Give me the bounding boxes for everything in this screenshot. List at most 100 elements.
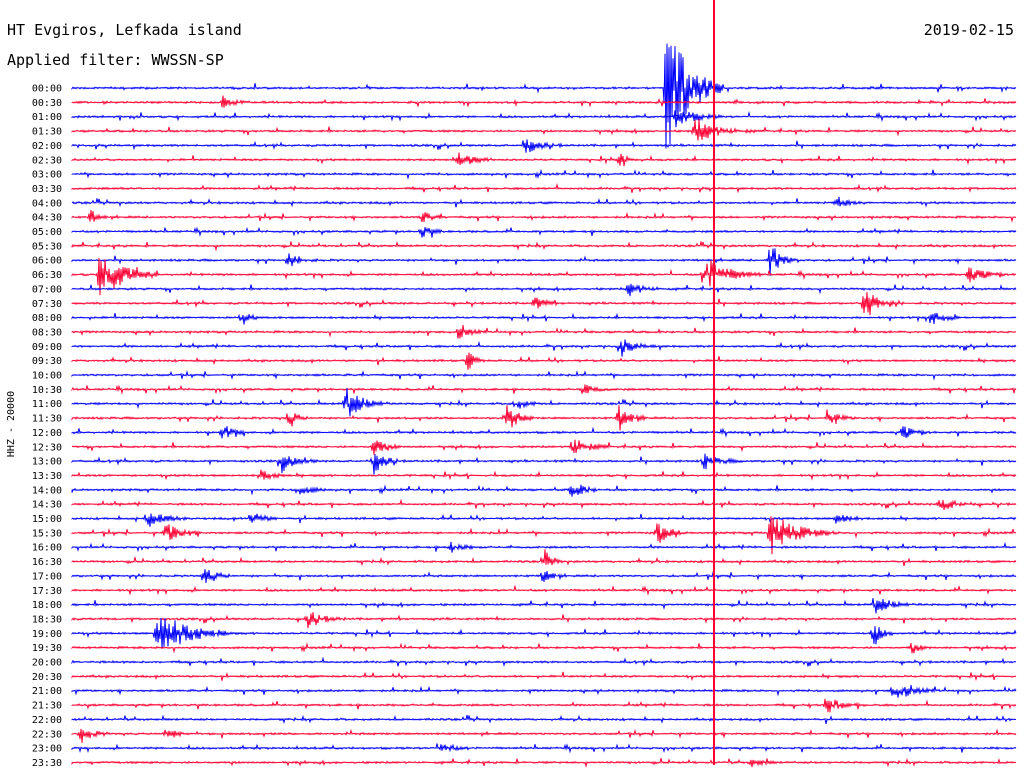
trace-line xyxy=(71,210,1017,223)
row-tick-label: 10:30 xyxy=(32,385,62,396)
row-tick-label: 20:00 xyxy=(32,658,62,669)
row-tick-label: 05:30 xyxy=(32,241,62,252)
row-tick-label: 00:00 xyxy=(32,84,62,95)
row-tick-label: 16:00 xyxy=(32,543,62,554)
trace-line xyxy=(71,671,1017,682)
row-tick-label: 15:00 xyxy=(32,514,62,525)
row-tick-label: 13:00 xyxy=(32,457,62,468)
trace-line xyxy=(71,439,1017,455)
row-tick-label: 02:30 xyxy=(32,155,62,166)
trace-line xyxy=(71,728,1017,743)
trace-line xyxy=(71,168,1017,180)
trace-line xyxy=(71,549,1017,567)
trace-line xyxy=(71,182,1017,194)
row-tick-label: 20:30 xyxy=(32,672,62,683)
row-tick-label: 04:00 xyxy=(32,198,62,209)
trace-line xyxy=(71,405,1017,431)
trace-line xyxy=(71,498,1017,511)
row-tick-label: 21:30 xyxy=(32,701,62,712)
row-tick-label: 00:30 xyxy=(32,98,62,109)
trace-line xyxy=(71,292,1017,316)
trace-line xyxy=(71,484,1017,497)
row-tick-label: 19:30 xyxy=(32,643,62,654)
row-tick-label: 11:30 xyxy=(32,414,62,425)
row-tick-label: 17:00 xyxy=(32,571,62,582)
row-tick-label: 15:30 xyxy=(32,528,62,539)
trace-line xyxy=(71,569,1017,583)
trace-line xyxy=(71,384,1017,395)
row-tick-label: 12:30 xyxy=(32,442,62,453)
trace-line xyxy=(71,240,1017,252)
trace-line xyxy=(71,248,1017,277)
row-tick-label: 18:00 xyxy=(32,600,62,611)
row-tick-label: 03:00 xyxy=(32,170,62,181)
row-tick-label: 09:00 xyxy=(32,342,62,353)
row-tick-label: 22:00 xyxy=(32,715,62,726)
trace-line xyxy=(71,43,1017,149)
trace-line xyxy=(71,698,1017,713)
trace-line xyxy=(71,757,1017,768)
trace-line xyxy=(71,226,1017,238)
trace-line xyxy=(71,714,1017,725)
row-tick-label: 01:00 xyxy=(32,112,62,123)
row-tick-label: 07:30 xyxy=(32,299,62,310)
trace-line xyxy=(71,257,1017,296)
trace-line xyxy=(71,325,1017,339)
row-tick-label: 09:30 xyxy=(32,356,62,367)
row-tick-label: 23:00 xyxy=(32,744,62,755)
row-tick-label: 08:30 xyxy=(32,327,62,338)
trace-line xyxy=(71,684,1017,698)
trace-line xyxy=(71,541,1017,553)
trace-line xyxy=(71,152,1017,167)
trace-line xyxy=(71,388,1017,417)
row-tick-label: 10:00 xyxy=(32,371,62,382)
tick-label-group: 00:00 00:30 01:00 01:30 02:00 02:30 03:00 03:30… xyxy=(32,84,62,769)
trace-line xyxy=(71,584,1017,596)
row-tick-label: 08:00 xyxy=(32,313,62,324)
row-tick-label: 16:30 xyxy=(32,557,62,568)
row-tick-label: 19:00 xyxy=(32,629,62,640)
row-tick-label: 12:00 xyxy=(32,428,62,439)
trace-line xyxy=(71,656,1017,667)
row-tick-label: 21:00 xyxy=(32,686,62,697)
row-tick-label: 05:00 xyxy=(32,227,62,238)
trace-line xyxy=(71,283,1017,297)
row-tick-label: 06:00 xyxy=(32,256,62,267)
trace-line xyxy=(71,612,1017,629)
trace-line xyxy=(71,642,1017,654)
filter-label: Applied filter: WWSSN-SP xyxy=(7,51,224,69)
row-tick-label: 13:30 xyxy=(32,471,62,482)
trace-group xyxy=(71,43,1017,768)
row-tick-label: 03:30 xyxy=(32,184,62,195)
row-tick-label: 01:30 xyxy=(32,127,62,138)
trace-line xyxy=(71,139,1017,153)
row-tick-label: 17:30 xyxy=(32,586,62,597)
trace-line xyxy=(71,617,1017,649)
trace-line xyxy=(71,352,1017,370)
trace-line xyxy=(71,118,1017,141)
trace-line xyxy=(71,598,1017,614)
date-label: 2019-02-15 xyxy=(924,21,1014,39)
trace-line xyxy=(71,196,1017,208)
row-tick-label: 04:30 xyxy=(32,213,62,224)
row-tick-label: 07:00 xyxy=(32,284,62,295)
row-tick-label: 22:30 xyxy=(32,729,62,740)
row-tick-label: 14:30 xyxy=(32,500,62,511)
trace-line xyxy=(71,110,1017,128)
trace-line xyxy=(71,516,1017,555)
row-tick-label: 11:00 xyxy=(32,399,62,410)
row-tick-label: 18:30 xyxy=(32,614,62,625)
trace-line xyxy=(71,95,1017,108)
trace-line xyxy=(71,426,1017,439)
trace-line xyxy=(71,743,1017,754)
station-title: HT Evgiros, Lefkada island xyxy=(7,21,242,39)
trace-line xyxy=(71,513,1017,527)
row-tick-label: 06:30 xyxy=(32,270,62,281)
row-tick-label: 23:30 xyxy=(32,758,62,769)
trace-line xyxy=(71,453,1017,475)
trace-line xyxy=(71,339,1017,357)
trace-line xyxy=(71,312,1017,325)
y-axis-label: HHZ - 20000 xyxy=(6,391,17,457)
trace-line xyxy=(71,370,1017,381)
row-tick-label: 02:00 xyxy=(32,141,62,152)
